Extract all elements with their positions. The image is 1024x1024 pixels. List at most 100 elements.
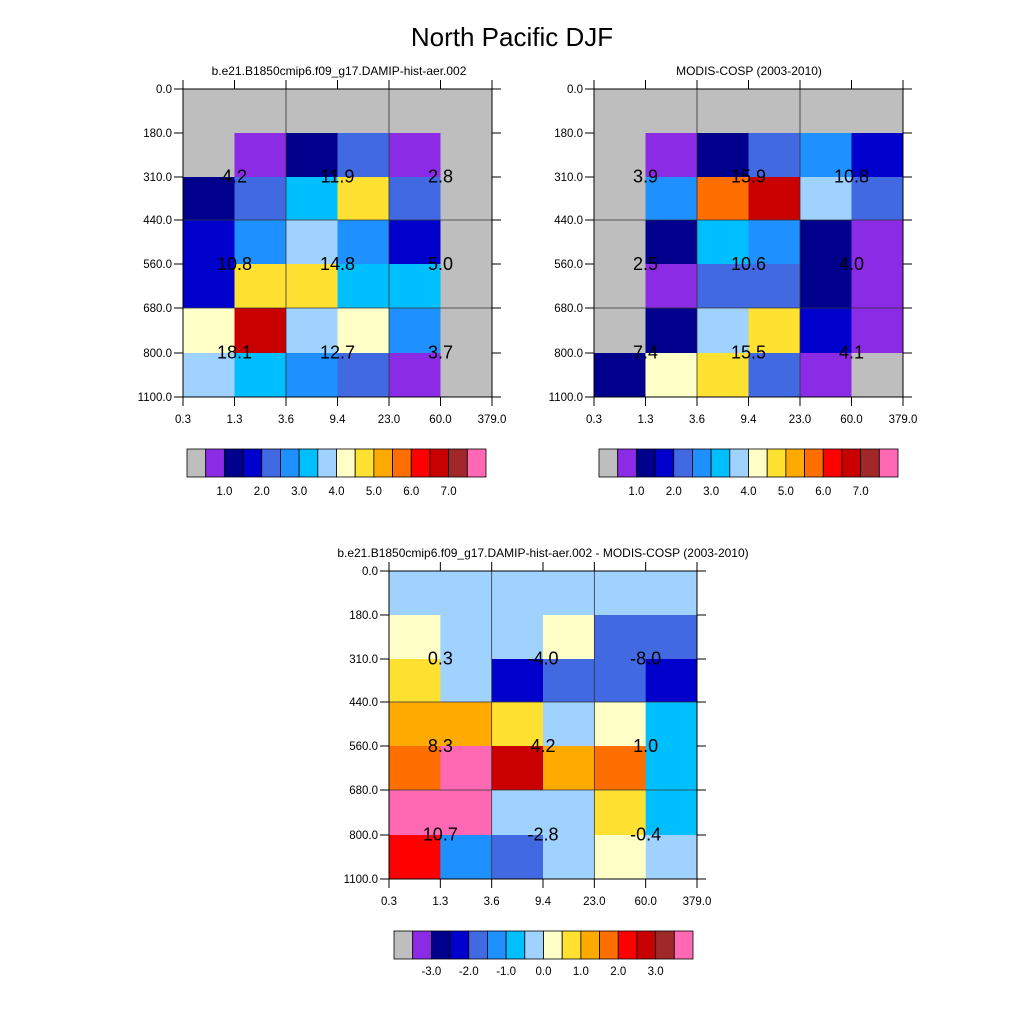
heatmap-cell: [851, 264, 904, 309]
panel-observations: MODIS-COSP (2003-2010) 0.0 180.0 310.0 440.…: [549, 64, 918, 498]
block-value-label: 4.1: [839, 343, 864, 363]
block-value-label: 4.2: [222, 167, 247, 187]
y-tick-label: 560.0: [349, 741, 378, 753]
heatmap-cell: [594, 571, 647, 616]
heatmap-cell: [645, 790, 698, 836]
heatmap-cell: [594, 89, 646, 134]
heatmap-cell: [440, 308, 493, 354]
colorbar-swatch: [298, 448, 319, 478]
colorbar-label: 3.0: [291, 486, 307, 498]
heatmap-cell: [851, 353, 904, 398]
heatmap-cell: [748, 89, 801, 134]
heatmap-cell: [440, 571, 493, 616]
block-value-label: 4.0: [839, 254, 864, 274]
colorbar-label: 6.0: [403, 486, 419, 498]
heatmap-cell: [543, 571, 595, 616]
heatmap-cell: [543, 790, 595, 836]
block-value-label: 10.6: [731, 254, 766, 274]
x-axis: 0.3 1.3 3.6 9.4 23.0 60.0 379.0: [586, 80, 917, 426]
y-tick-label: 310.0: [349, 654, 378, 666]
heatmap-cell: [234, 308, 287, 354]
heatmap-cell: [594, 659, 647, 703]
block-value-label: 10.8: [217, 254, 252, 274]
heatmap-cell: [389, 89, 441, 134]
colorbar-label: 5.0: [366, 486, 382, 498]
heatmap-cell: [543, 746, 595, 791]
heatmap-cell: [594, 308, 646, 354]
colorbar-label: 3.0: [648, 966, 664, 978]
heatmap-cells: [594, 89, 904, 398]
y-tick-label: 440.0: [554, 215, 583, 227]
x-tick-label: 60.0: [429, 414, 451, 426]
heatmap-cell: [234, 177, 287, 221]
heatmap-cell: [389, 659, 441, 703]
colorbar-swatch: [429, 448, 450, 478]
heatmap-cell: [645, 220, 698, 265]
heatmap-cell: [800, 133, 852, 178]
heatmap-cell: [440, 353, 493, 398]
colorbar-swatch: [841, 448, 862, 478]
x-tick-label: 1.3: [638, 414, 654, 426]
y-tick-label: 0.0: [156, 84, 172, 96]
block-value-label: 15.9: [731, 167, 766, 187]
heatmap-cell: [800, 353, 852, 398]
heatmap-cell: [389, 177, 441, 221]
colorbar-label: 7.0: [441, 486, 457, 498]
heatmap-cell: [800, 308, 852, 354]
colorbar-swatch: [655, 930, 675, 960]
colorbar-label: 2.0: [666, 486, 682, 498]
heatmap-cell: [183, 308, 235, 354]
heatmap-cell: [440, 133, 493, 178]
heatmap-cell: [645, 89, 698, 134]
colorbar-swatch: [468, 930, 488, 960]
colorbar-swatch: [599, 930, 619, 960]
y-tick-label: 800.0: [349, 830, 378, 842]
heatmap-cell: [389, 790, 441, 836]
x-tick-label: 23.0: [583, 896, 605, 908]
y-tick-label: 310.0: [554, 172, 583, 184]
heatmap-cell: [183, 133, 235, 178]
heatmap-cell: [697, 133, 749, 178]
colorbar-swatch: [410, 448, 431, 478]
colorbar-swatch: [617, 448, 637, 478]
colorbar-swatch: [487, 930, 507, 960]
heatmap-cell: [491, 746, 544, 791]
x-tick-label: 1.3: [227, 414, 243, 426]
colorbar-swatch: [449, 930, 470, 960]
heatmap-cell: [697, 353, 749, 398]
block-value-label: 2.8: [428, 167, 453, 187]
heatmap-cell: [337, 177, 390, 221]
colorbar-swatch: [354, 448, 375, 478]
heatmap-cell: [594, 790, 647, 836]
colorbar-swatch: [748, 448, 768, 478]
x-tick-label: 23.0: [789, 414, 811, 426]
colorbar-label: 4.0: [329, 486, 345, 498]
heatmap-cell: [234, 264, 287, 309]
panel-title: MODIS-COSP (2003-2010): [676, 64, 822, 78]
y-tick-label: 1100.0: [549, 392, 583, 404]
heatmap-cell: [389, 571, 441, 616]
x-tick-label: 379.0: [478, 414, 507, 426]
block-value-label: 1.0: [633, 736, 658, 756]
heatmap-cell: [337, 133, 390, 178]
heatmap-cell: [337, 264, 390, 309]
heatmap-cell: [851, 220, 904, 265]
colorbar-label: 1.0: [216, 486, 232, 498]
colorbar-label: -2.0: [459, 966, 479, 978]
heatmap-cell: [543, 615, 595, 660]
heatmap-cell: [389, 133, 441, 178]
colorbar-swatch: [580, 930, 600, 960]
heatmap-cell: [183, 89, 235, 134]
y-tick-label: 680.0: [349, 785, 378, 797]
colorbar-swatch: [448, 448, 468, 478]
colorbar: 1.0 2.0 3.0 4.0 5.0 6.0 7.0: [186, 448, 487, 498]
block-value-label: 11.9: [321, 167, 355, 187]
heatmap-cell: [440, 264, 493, 309]
heatmap-cell: [645, 835, 698, 880]
y-tick-label: 800.0: [554, 348, 583, 360]
x-tick-label: 1.3: [432, 896, 448, 908]
grid-lines: [389, 571, 697, 879]
heatmap-cell: [851, 177, 904, 221]
y-axis: 0.0 180.0 310.0 440.0 560.0 680.0 800.0 1100.0: [344, 566, 706, 886]
block-value-label: 3.9: [633, 167, 658, 187]
